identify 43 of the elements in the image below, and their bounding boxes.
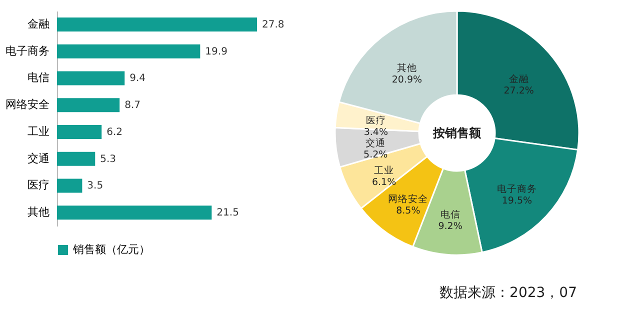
slice-label: 其他 (396, 62, 417, 74)
data-label: 6.2 (106, 126, 123, 138)
data-label: 20.9% (392, 74, 422, 86)
y-tick-label: 工业 (28, 124, 50, 138)
y-tick-label: 其他 (28, 206, 50, 219)
slice-label: 工业 (374, 164, 394, 176)
data-label: 9.2% (438, 221, 462, 232)
bar (57, 178, 82, 193)
data-label: 19.9 (205, 46, 228, 58)
y-tick-label: 网络安全 (6, 98, 50, 112)
bar (57, 152, 96, 166)
legend-label: 销售额（亿元） (72, 243, 150, 256)
data-label: 3.5 (87, 180, 104, 192)
y-tick-label: 电信 (28, 71, 50, 84)
data-label: 5.3 (100, 154, 116, 165)
bar (57, 71, 125, 86)
data-label: 21.5 (216, 208, 239, 219)
bar (57, 44, 200, 58)
slice-label: 交通 (366, 136, 386, 149)
slice-label: 电信 (440, 208, 460, 221)
data-label: 3.4% (364, 127, 388, 138)
source-note: 数据来源：2023，07 (440, 285, 577, 301)
slice-label: 医疗 (366, 114, 386, 127)
bar (57, 98, 120, 112)
data-label: 8.7 (124, 100, 140, 112)
slice-label: 电子商务 (496, 182, 537, 195)
data-label: 19.5% (502, 195, 532, 206)
bar (57, 124, 102, 139)
data-label: 27.8 (262, 19, 284, 30)
y-tick-label: 交通 (28, 152, 50, 165)
data-label: 9.4 (130, 73, 146, 84)
bar (57, 206, 212, 220)
data-label: 5.2% (364, 149, 388, 160)
slice-label: 网络安全 (388, 192, 428, 205)
data-label: 8.5% (396, 205, 420, 216)
y-tick-label: 医疗 (28, 178, 50, 192)
y-tick-label: 电子商务 (6, 44, 50, 58)
bar (57, 17, 257, 32)
y-tick-label: 金融 (28, 17, 50, 30)
text: 按销售额 (432, 126, 482, 140)
slice-label: 金融 (508, 73, 529, 86)
data-label: 27.2% (504, 86, 534, 97)
data-label: 6.1% (372, 176, 396, 188)
